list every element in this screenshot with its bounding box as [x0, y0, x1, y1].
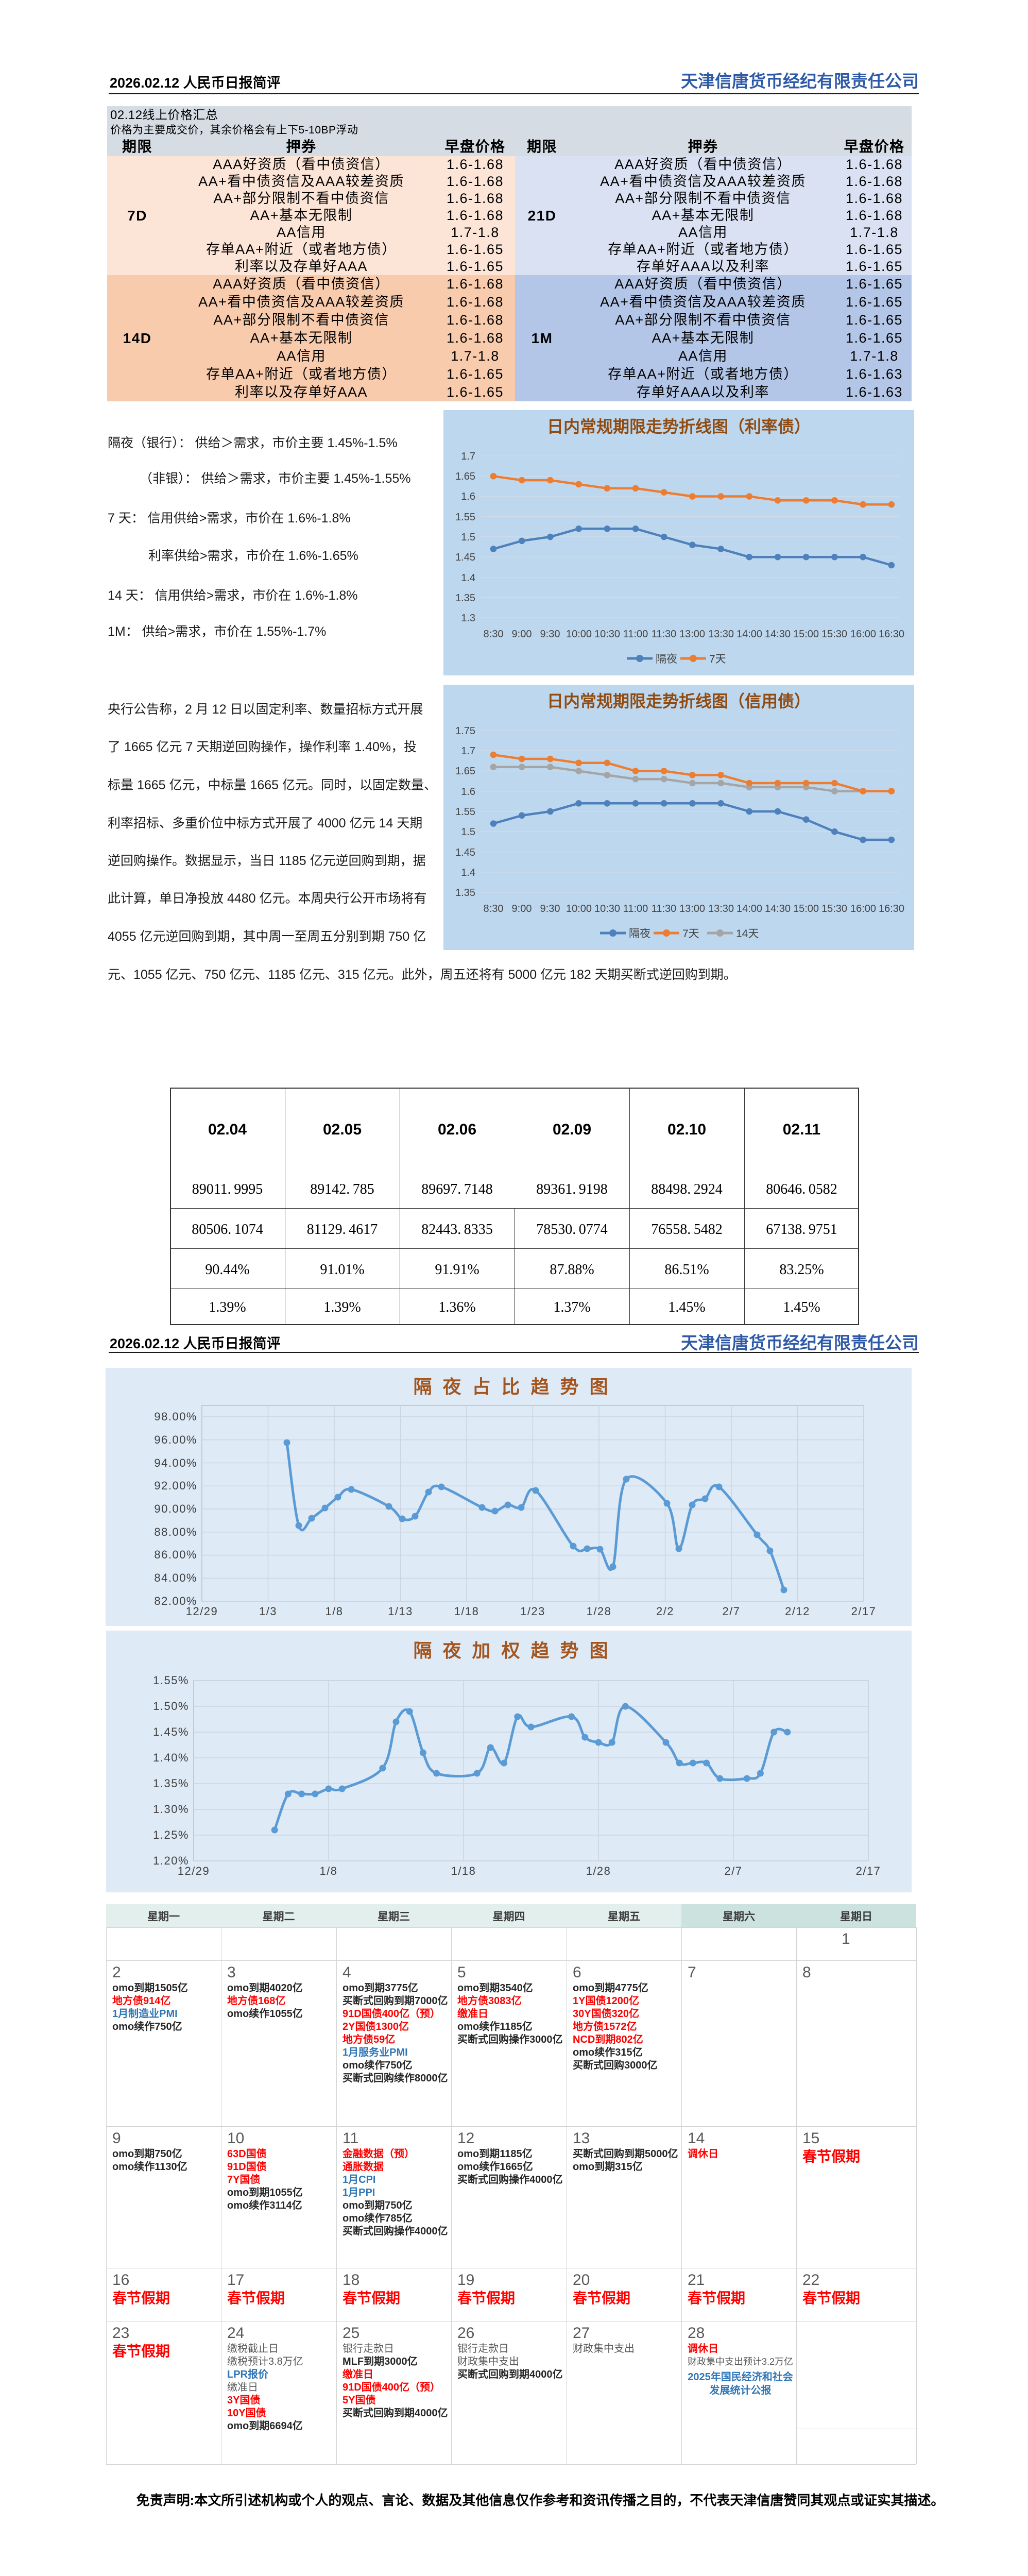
- svg-text:1/18: 1/18: [454, 1605, 479, 1618]
- svg-text:1/13: 1/13: [388, 1605, 413, 1618]
- svg-text:7天: 7天: [682, 928, 699, 940]
- svg-text:1.35: 1.35: [455, 887, 475, 899]
- svg-text:2/7: 2/7: [724, 1865, 742, 1877]
- svg-text:16:30: 16:30: [879, 629, 904, 640]
- svg-text:1.35%: 1.35%: [153, 1777, 189, 1790]
- svg-text:15:00: 15:00: [793, 903, 819, 914]
- svg-text:9:00: 9:00: [512, 629, 532, 640]
- svg-text:1.45: 1.45: [455, 552, 475, 563]
- svg-text:7天: 7天: [709, 653, 726, 665]
- svg-text:98.00%: 98.00%: [154, 1410, 197, 1423]
- svg-text:88.00%: 88.00%: [154, 1526, 197, 1538]
- svg-text:1.45: 1.45: [455, 847, 475, 858]
- svg-text:13:00: 13:00: [679, 629, 705, 640]
- svg-text:11:30: 11:30: [652, 629, 677, 640]
- svg-text:86.00%: 86.00%: [154, 1548, 197, 1561]
- svg-text:1.65: 1.65: [455, 766, 475, 777]
- svg-text:隔夜加权趋势图: 隔夜加权趋势图: [413, 1640, 619, 1661]
- svg-text:14:00: 14:00: [736, 903, 762, 914]
- svg-text:13:30: 13:30: [708, 629, 734, 640]
- svg-text:14天: 14天: [736, 928, 759, 940]
- svg-text:94.00%: 94.00%: [154, 1456, 197, 1469]
- svg-text:1.3: 1.3: [461, 613, 475, 624]
- svg-text:15:30: 15:30: [821, 629, 847, 640]
- svg-text:2/17: 2/17: [851, 1605, 877, 1618]
- svg-text:90.00%: 90.00%: [154, 1502, 197, 1515]
- svg-text:11:30: 11:30: [652, 903, 677, 914]
- svg-text:1.35: 1.35: [455, 592, 475, 604]
- svg-text:1/28: 1/28: [587, 1605, 612, 1618]
- svg-text:9:30: 9:30: [540, 903, 560, 914]
- svg-text:96.00%: 96.00%: [154, 1433, 197, 1446]
- svg-text:16:00: 16:00: [850, 629, 876, 640]
- svg-text:隔夜: 隔夜: [629, 928, 650, 940]
- svg-text:1.5: 1.5: [461, 826, 475, 838]
- svg-text:15:30: 15:30: [821, 903, 847, 914]
- svg-text:1/8: 1/8: [319, 1865, 337, 1877]
- svg-text:1.20%: 1.20%: [153, 1854, 189, 1867]
- svg-text:10:00: 10:00: [566, 903, 592, 914]
- svg-text:1/18: 1/18: [451, 1865, 476, 1877]
- svg-text:1.4: 1.4: [461, 572, 475, 584]
- svg-text:92.00%: 92.00%: [154, 1479, 197, 1492]
- svg-text:1.5: 1.5: [461, 532, 475, 543]
- svg-text:10:00: 10:00: [566, 629, 592, 640]
- svg-text:11:00: 11:00: [623, 629, 648, 640]
- svg-text:9:30: 9:30: [540, 629, 560, 640]
- svg-text:1.55: 1.55: [455, 512, 475, 523]
- svg-text:隔夜: 隔夜: [656, 653, 677, 665]
- svg-text:14:00: 14:00: [736, 629, 762, 640]
- svg-text:10:30: 10:30: [594, 903, 620, 914]
- svg-text:1.30%: 1.30%: [153, 1803, 189, 1816]
- svg-text:2/2: 2/2: [656, 1605, 674, 1618]
- svg-text:1.4: 1.4: [461, 867, 475, 878]
- svg-text:2/7: 2/7: [722, 1605, 740, 1618]
- svg-text:13:30: 13:30: [708, 903, 734, 914]
- svg-text:1.6: 1.6: [461, 491, 475, 502]
- svg-text:1.7: 1.7: [461, 745, 475, 757]
- svg-text:16:30: 16:30: [879, 903, 904, 914]
- svg-text:16:00: 16:00: [850, 903, 876, 914]
- svg-text:1.45%: 1.45%: [153, 1725, 189, 1738]
- svg-text:1.50%: 1.50%: [153, 1700, 189, 1713]
- svg-text:15:00: 15:00: [793, 629, 819, 640]
- svg-text:1.6: 1.6: [461, 786, 475, 798]
- svg-text:13:00: 13:00: [679, 903, 705, 914]
- svg-text:9:00: 9:00: [512, 903, 532, 914]
- svg-text:84.00%: 84.00%: [154, 1571, 197, 1584]
- svg-text:8:30: 8:30: [484, 629, 504, 640]
- svg-text:12/29: 12/29: [178, 1865, 210, 1877]
- svg-text:1.65: 1.65: [455, 471, 475, 482]
- svg-text:1/23: 1/23: [520, 1605, 545, 1618]
- svg-text:1.7: 1.7: [461, 451, 475, 462]
- svg-text:1/8: 1/8: [325, 1605, 343, 1618]
- svg-text:82.00%: 82.00%: [154, 1595, 197, 1607]
- svg-text:8:30: 8:30: [484, 903, 504, 914]
- svg-text:14:30: 14:30: [765, 629, 791, 640]
- svg-text:1.40%: 1.40%: [153, 1751, 189, 1764]
- svg-text:日内常规期限走势折线图（利率债）: 日内常规期限走势折线图（利率债）: [547, 417, 811, 436]
- svg-text:日内常规期限走势折线图（信用债）: 日内常规期限走势折线图（信用债）: [547, 692, 811, 710]
- svg-text:1.55%: 1.55%: [153, 1674, 189, 1687]
- svg-text:10:30: 10:30: [594, 629, 620, 640]
- svg-text:1/3: 1/3: [259, 1605, 277, 1618]
- svg-text:隔夜占比趋势图: 隔夜占比趋势图: [413, 1376, 619, 1397]
- svg-text:2/12: 2/12: [785, 1605, 810, 1618]
- svg-text:1.25%: 1.25%: [153, 1828, 189, 1841]
- svg-text:1.75: 1.75: [455, 725, 475, 737]
- svg-text:1/28: 1/28: [586, 1865, 611, 1877]
- svg-text:2/17: 2/17: [856, 1865, 881, 1877]
- svg-text:11:00: 11:00: [623, 903, 648, 914]
- svg-text:14:30: 14:30: [765, 903, 791, 914]
- svg-text:1.55: 1.55: [455, 806, 475, 818]
- svg-text:12/29: 12/29: [186, 1605, 218, 1618]
